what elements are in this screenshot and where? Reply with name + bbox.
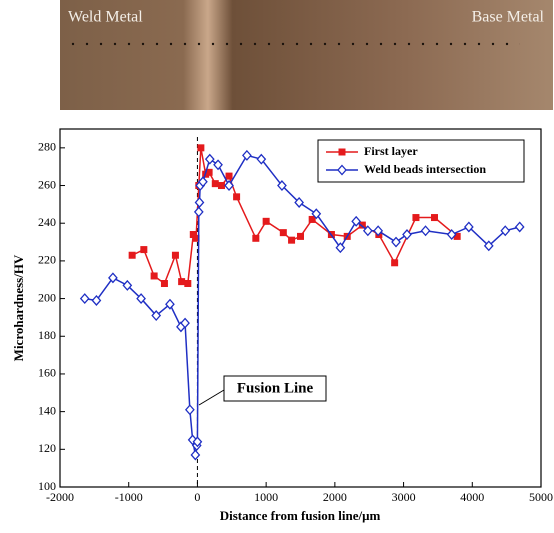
data-point — [226, 173, 233, 180]
data-point — [252, 235, 259, 242]
legend-label: Weld beads intersection — [364, 162, 486, 176]
y-tick-label: 180 — [38, 328, 56, 342]
x-tick-label: -2000 — [46, 490, 74, 504]
data-point — [195, 198, 203, 207]
plot-frame — [60, 129, 541, 487]
y-tick-label: 140 — [38, 403, 56, 417]
data-point — [214, 160, 222, 169]
data-point — [391, 259, 398, 266]
data-point — [243, 151, 251, 160]
data-point — [218, 182, 225, 189]
data-point — [288, 237, 295, 244]
data-point — [161, 280, 168, 287]
legend-label: First layer — [364, 144, 418, 158]
image-label: Weld Metal — [68, 9, 143, 26]
x-tick-label: 0 — [194, 490, 200, 504]
x-tick-label: -1000 — [115, 490, 143, 504]
data-point — [431, 214, 438, 221]
data-point — [129, 252, 136, 259]
data-point — [178, 278, 185, 285]
series-line — [85, 155, 520, 455]
x-tick-label: 4000 — [460, 490, 484, 504]
figure: Weld Metal Base Metal Distance from fusi… — [0, 0, 554, 528]
x-tick-label: 3000 — [392, 490, 416, 504]
x-tick-label: 5000 — [529, 490, 553, 504]
data-point — [412, 214, 419, 221]
y-tick-label: 120 — [38, 441, 56, 455]
data-point — [186, 405, 194, 414]
data-point — [172, 252, 179, 259]
data-point — [392, 238, 400, 247]
x-tick-label: 2000 — [323, 490, 347, 504]
indent-row — [70, 42, 520, 50]
data-point — [280, 229, 287, 236]
data-point — [233, 193, 240, 200]
data-point — [263, 218, 270, 225]
data-point — [212, 180, 219, 187]
y-tick-label: 280 — [38, 140, 56, 154]
data-point — [195, 207, 203, 216]
data-point — [206, 155, 214, 164]
image-label: Base Metal — [472, 9, 545, 26]
annotation: Fusion Line — [237, 380, 314, 396]
y-tick-label: 160 — [38, 366, 56, 380]
data-point — [140, 246, 147, 253]
x-tick-label: 1000 — [254, 490, 278, 504]
legend-marker — [339, 149, 346, 156]
y-tick-label: 240 — [38, 215, 56, 229]
y-tick-label: 220 — [38, 253, 56, 267]
data-point — [516, 222, 524, 231]
y-tick-label: 260 — [38, 177, 56, 191]
x-axis-label: Distance from fusion line/μm — [220, 508, 381, 523]
data-point — [151, 272, 158, 279]
y-axis-label: Microhardness/HV — [11, 254, 26, 361]
data-point — [191, 450, 199, 459]
data-point — [81, 294, 89, 303]
data-point — [184, 280, 191, 287]
y-tick-label: 200 — [38, 290, 56, 304]
data-point — [422, 226, 430, 235]
data-point — [297, 233, 304, 240]
annotation-arrow — [199, 390, 224, 405]
data-point — [197, 144, 204, 151]
